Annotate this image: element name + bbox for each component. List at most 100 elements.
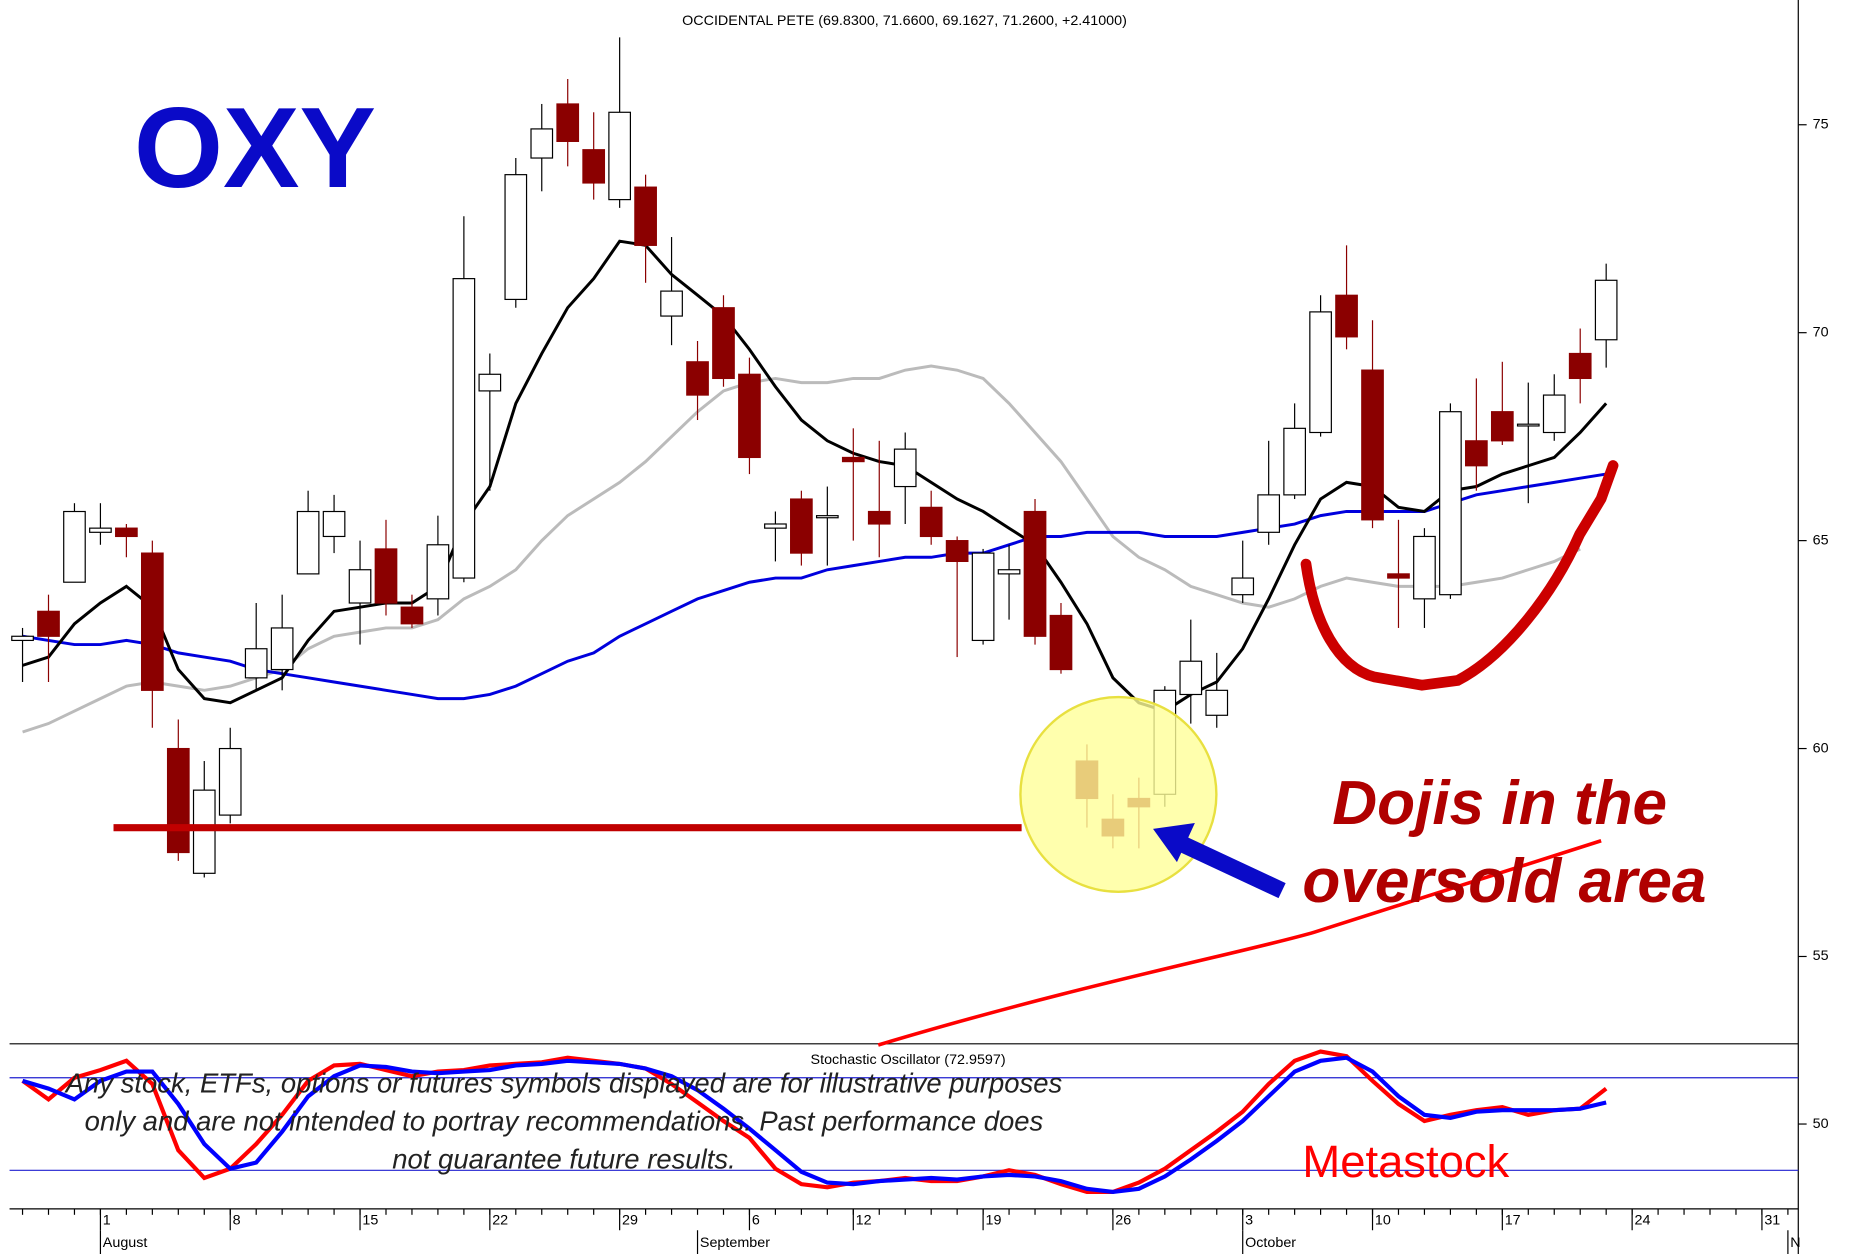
candle-body [919,506,943,538]
candle-body [37,610,60,637]
candle-body [244,648,268,679]
symbol-label: OXY [134,84,376,212]
candle-body [815,515,839,519]
candle-body [945,540,969,563]
y-tick-label: 55 [1813,948,1829,964]
x-tick-label: 31 [1764,1213,1780,1229]
y-tick-label: 70 [1813,324,1829,340]
rounding-bottom [1300,460,1619,691]
y-tick-label: 65 [1813,532,1829,548]
candle-body [1465,440,1488,467]
chart-title: OCCIDENTAL PETE (69.8300, 71.6600, 69.16… [682,13,1127,29]
candle-body [452,278,476,579]
candle-body [841,456,865,463]
candle-body [63,510,86,583]
x-tick-label: 12 [856,1213,872,1229]
x-tick-label: 26 [1115,1213,1131,1229]
y-tick-label: 50 [1813,1116,1829,1132]
x-tick-label: 3 [1245,1213,1253,1229]
candle-body [374,548,398,604]
month-label: September [700,1235,770,1251]
candle-body [608,111,631,201]
candle-body [1335,294,1358,338]
candle-body [115,527,138,538]
candle-body [997,569,1021,575]
candle-body [322,510,346,538]
candle-body [1594,279,1618,341]
candle-body [1205,689,1229,716]
candle-body [1283,427,1306,496]
arrow-shaft [1179,836,1286,899]
disclaimer: not guarantee future results. [392,1144,735,1175]
candle-body [556,103,580,142]
x-tick-label: 22 [492,1213,508,1229]
annotation: oversold area [1302,847,1706,916]
candle-body [1257,494,1281,533]
line-series [21,1049,1608,1194]
candle-body [400,606,424,625]
disclaimer: Any stock, ETFs, options or futures symb… [64,1068,1063,1099]
line-series [22,472,1607,701]
candle-body [504,174,528,301]
candle-body [738,373,761,459]
candle-body [1179,660,1203,696]
stoch-layer [9,1049,1799,1194]
candle-body [166,747,190,854]
watermark: Metastock [1302,1136,1509,1187]
doji-highlight [1019,695,1218,893]
candle-body [426,544,450,600]
candle-body [1023,510,1047,637]
x-tick-label: 15 [362,1213,378,1229]
candle-body [1542,394,1566,434]
candle-body [1387,573,1410,579]
x-tick-label: 6 [752,1213,760,1229]
disclaimer: only and are not intended to portray rec… [85,1106,1044,1137]
annotation: Dojis in the [1332,769,1667,838]
candle-body [582,149,606,184]
candle-body [348,569,372,604]
stoch-title: Stochastic Oscillator (72.9597) [811,1052,1006,1068]
month-label: October [1245,1235,1296,1251]
candle-body [1413,535,1436,600]
candle-body [89,527,112,533]
candle-body [790,498,813,554]
candle-body [867,510,891,525]
candle-body [140,552,164,691]
trend-line [877,839,1602,1047]
candle-body [478,373,502,392]
candle-body [1516,423,1540,427]
candle-body [686,361,709,396]
candle-body [712,307,735,380]
candle-body [634,186,657,246]
candle-body [1309,311,1332,434]
y-tick-label: 75 [1813,117,1829,133]
candle-body [11,635,34,642]
candle-layer [11,37,1618,878]
x-tick-label: 24 [1635,1213,1651,1229]
month-label: N [1790,1235,1800,1251]
arrow-head [1153,822,1195,863]
candle-body [192,789,216,874]
candle-body [660,290,683,317]
month-label: August [103,1235,148,1251]
y-tick-label: 60 [1813,740,1829,756]
candle-body [1490,411,1514,442]
candle-body [764,523,787,529]
x-tick-label: 10 [1375,1213,1391,1229]
candle-body [218,747,242,816]
candle-body [1231,577,1255,596]
x-tick-label: 8 [233,1213,241,1229]
x-tick-label: 17 [1505,1213,1521,1229]
candle-body [1568,352,1592,380]
candle-body [270,627,294,671]
candle-body [296,510,320,575]
candle-body [1439,411,1462,596]
line-series [21,1055,1607,1194]
candle-body [971,552,995,642]
line-series [22,239,1608,713]
x-tick-label: 19 [985,1213,1001,1229]
candle-body [530,128,554,159]
